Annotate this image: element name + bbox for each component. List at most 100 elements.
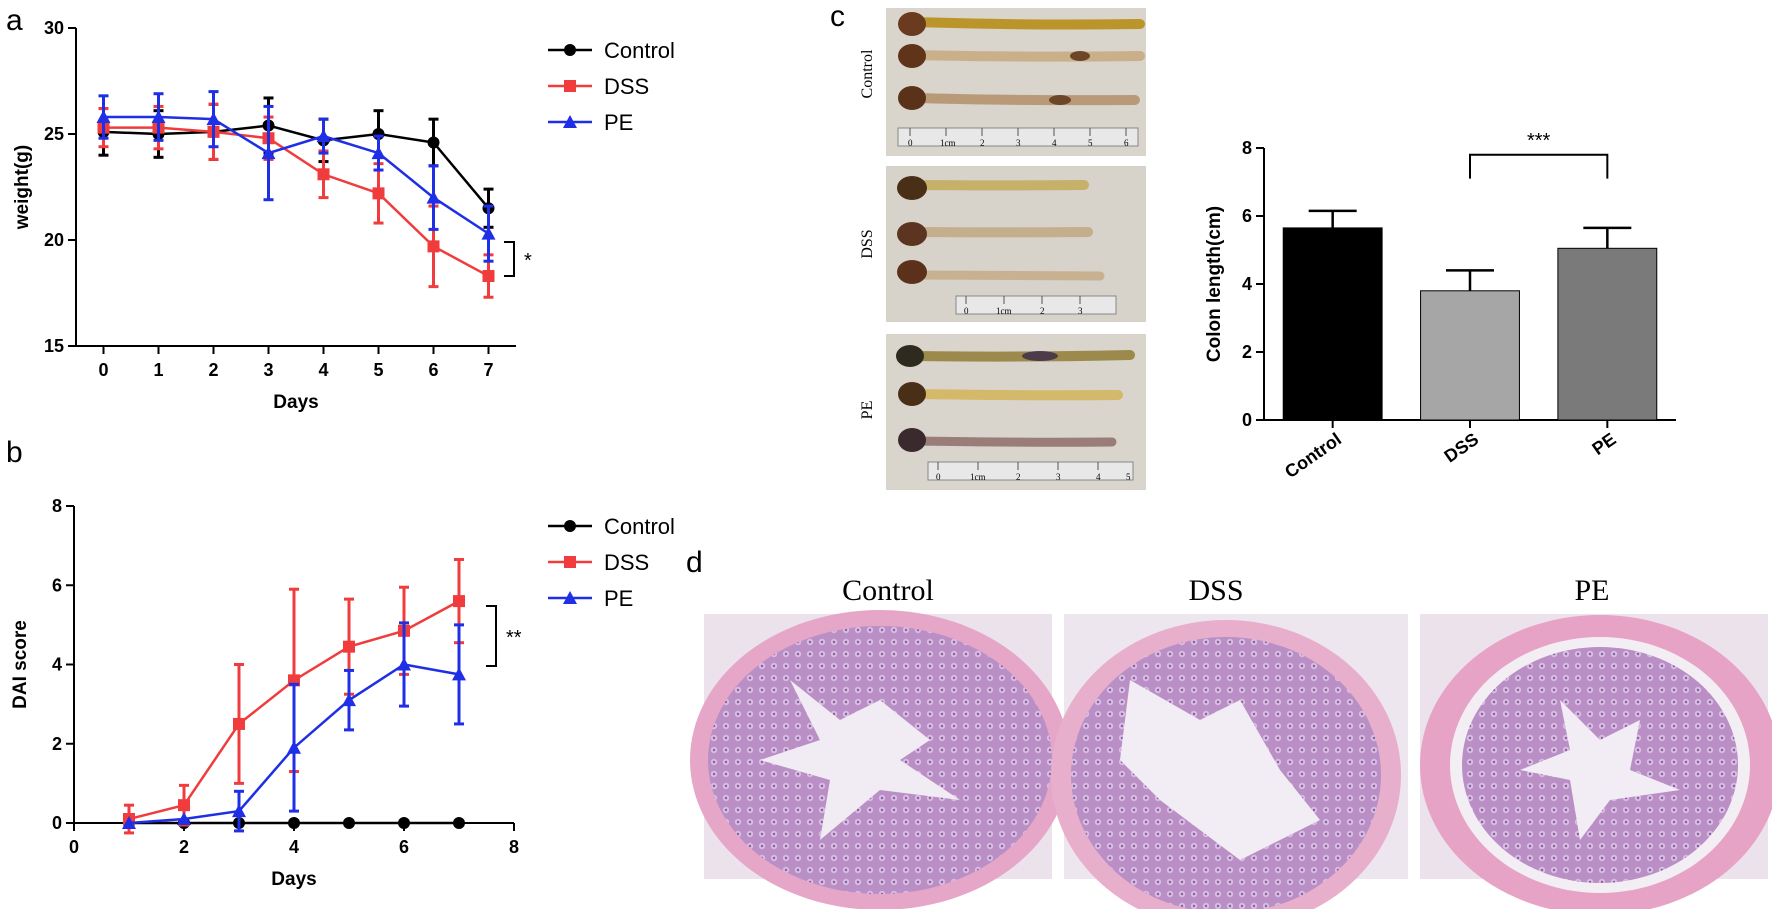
ruler-labels: 0 1cm 2 3 4 5 6 0 1cm 2 3 0 1cm 2 3 4 5	[908, 138, 1131, 482]
data-point	[453, 595, 465, 608]
legend-label: DSS	[604, 74, 649, 99]
significance-label: ***	[1527, 130, 1551, 152]
photo-label-pe: PE	[859, 401, 876, 420]
data-point	[564, 520, 576, 532]
histology-title-pe: PE	[1574, 574, 1609, 607]
ruler-label: 1cm	[996, 306, 1012, 316]
y-tick-label: 4	[1242, 274, 1252, 294]
legend-label: PE	[604, 586, 633, 611]
series-pe	[96, 90, 496, 263]
histology-image-control	[690, 610, 1070, 909]
y-axis-title: weight(g)	[12, 145, 33, 230]
photo-label-dss: DSS	[859, 229, 876, 258]
ruler-label: 0	[964, 306, 969, 316]
x-tick-label: 2	[208, 360, 218, 380]
ruler-label: 6	[1124, 138, 1129, 148]
y-tick-label: 20	[44, 230, 64, 250]
bar	[1282, 227, 1383, 421]
x-tick-label: Control	[1281, 429, 1345, 482]
x-axis-title: Days	[273, 392, 318, 413]
data-point	[564, 80, 576, 92]
data-point	[287, 740, 301, 754]
x-tick-label: 4	[318, 360, 328, 380]
ruler-label: 3	[1016, 138, 1021, 148]
data-point	[482, 270, 495, 283]
series-pe	[122, 621, 466, 833]
series-line	[103, 124, 490, 210]
y-tick-label: 2	[1242, 342, 1252, 362]
data-point	[453, 817, 465, 829]
y-tick-label: 8	[1242, 138, 1252, 158]
y-tick-label: 8	[52, 496, 62, 516]
ruler-label: 5	[1088, 138, 1093, 148]
data-point	[563, 591, 577, 604]
data-point	[564, 44, 576, 56]
x-tick-label: 4	[289, 837, 299, 857]
y-tick-label: 25	[44, 124, 64, 144]
data-point	[206, 112, 221, 126]
colon-photo-control	[886, 8, 1146, 156]
panel-label-c: c	[830, 0, 845, 33]
ruler-label: 1cm	[970, 472, 986, 482]
y-tick-label: 6	[52, 575, 62, 595]
y-tick-label: 6	[1242, 206, 1252, 226]
x-tick-label: 6	[399, 837, 409, 857]
ruler-label: 3	[1078, 306, 1083, 316]
ruler-label: 0	[936, 472, 941, 482]
ruler-label: 2	[980, 138, 985, 148]
data-point	[178, 799, 190, 812]
x-tick-label: 0	[98, 360, 108, 380]
series-line	[103, 115, 490, 235]
y-tick-label: 15	[44, 336, 64, 356]
significance-label: *	[524, 250, 532, 272]
colon-photo-dss	[886, 166, 1146, 322]
data-point	[232, 804, 246, 818]
x-tick-label: 8	[509, 837, 519, 857]
dai-score-line-chart: 0 2 4 6 8 0 2 4 6 8 Days DAI score Control DSS PE **	[10, 496, 675, 890]
photo-label-control: Control	[859, 49, 876, 98]
data-point	[177, 812, 191, 826]
data-point	[343, 817, 355, 829]
legend-label: PE	[604, 110, 633, 135]
data-point	[233, 717, 245, 730]
series-line	[103, 126, 490, 278]
ruler-label: 1cm	[940, 138, 956, 148]
y-axis-title: Colon length(cm)	[1204, 206, 1225, 362]
data-point	[96, 110, 111, 124]
weight-line-chart: 15 20 25 30 0 1 2 3 4 5 6 7 Days weight(g) Control DSS P…	[12, 18, 675, 413]
x-tick-label: 1	[153, 360, 163, 380]
x-tick-label: 2	[179, 837, 189, 857]
data-point	[288, 817, 300, 829]
data-point	[397, 657, 411, 671]
histology-title-control: Control	[842, 574, 934, 607]
data-point	[371, 146, 386, 160]
ruler-label: 2	[1040, 306, 1045, 316]
data-point	[316, 129, 331, 143]
ruler-ticks-control	[909, 128, 1127, 136]
histology-title-dss: DSS	[1188, 574, 1243, 607]
x-tick-label: 5	[373, 360, 383, 380]
ruler-label: 5	[1126, 472, 1131, 482]
x-tick-label: DSS	[1441, 429, 1483, 467]
panel-label-d: d	[686, 546, 703, 579]
significance-bracket	[1469, 153, 1609, 179]
data-point	[151, 110, 166, 124]
bar	[1557, 247, 1658, 421]
y-tick-label: 4	[52, 655, 62, 675]
x-tick-label: PE	[1588, 429, 1619, 459]
x-axis-title: Days	[271, 869, 316, 890]
data-point	[122, 816, 136, 829]
ruler-label: 4	[1096, 472, 1101, 482]
data-point	[342, 693, 356, 707]
data-point	[261, 146, 276, 160]
data-point	[317, 168, 330, 181]
ruler-label: 4	[1052, 138, 1057, 148]
significance-label: **	[506, 627, 522, 649]
data-point	[563, 115, 577, 128]
ruler-label: 2	[1016, 472, 1021, 482]
histology-image-dss	[1051, 614, 1408, 909]
y-tick-label: 0	[52, 813, 62, 833]
x-tick-label: 3	[263, 360, 273, 380]
data-point	[564, 556, 576, 568]
